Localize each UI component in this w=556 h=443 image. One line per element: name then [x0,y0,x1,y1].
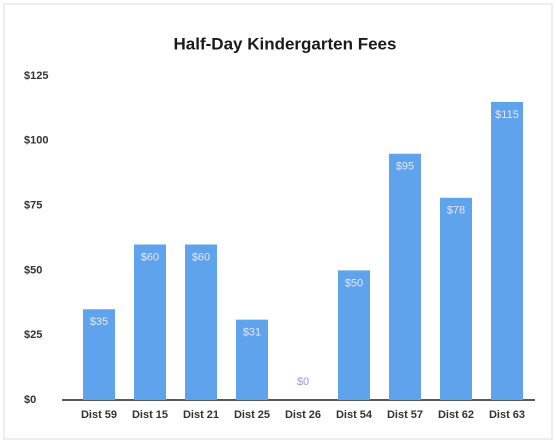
x-tick-label: Dist 57 [387,409,423,421]
x-tick-label: Dist 59 [81,409,117,421]
x-tick-label: Dist 26 [285,409,321,421]
x-tick-label: Dist 62 [438,409,474,421]
bar [491,101,523,401]
bar [440,197,472,400]
data-label: $50 [345,277,363,289]
bar [134,244,166,400]
x-tick-label: Dist 54 [336,409,373,421]
data-label: $95 [396,161,414,173]
y-tick-label: $75 [24,200,42,212]
data-label: $78 [447,205,465,217]
x-tick-label: Dist 15 [132,409,168,421]
bar [185,244,217,400]
bar [236,319,268,400]
data-label: $0 [297,376,309,388]
y-tick-label: $25 [24,329,42,341]
chart-title: Half-Day Kindergarten Fees [174,34,397,53]
x-tick-label: Dist 25 [234,409,270,421]
data-label: $115 [495,109,519,121]
data-label: $60 [192,251,210,263]
bar [338,270,370,400]
bar [389,153,421,400]
y-tick-label: $100 [24,135,48,147]
data-label: $60 [141,251,159,263]
y-tick-label: $125 [24,70,48,82]
data-label: $31 [243,327,261,339]
x-tick-label: Dist 63 [489,409,525,421]
bar [83,309,115,400]
y-tick-label: $0 [24,394,36,406]
y-tick-label: $50 [24,264,42,276]
x-tick-label: Dist 21 [183,409,219,421]
data-label: $35 [90,316,108,328]
